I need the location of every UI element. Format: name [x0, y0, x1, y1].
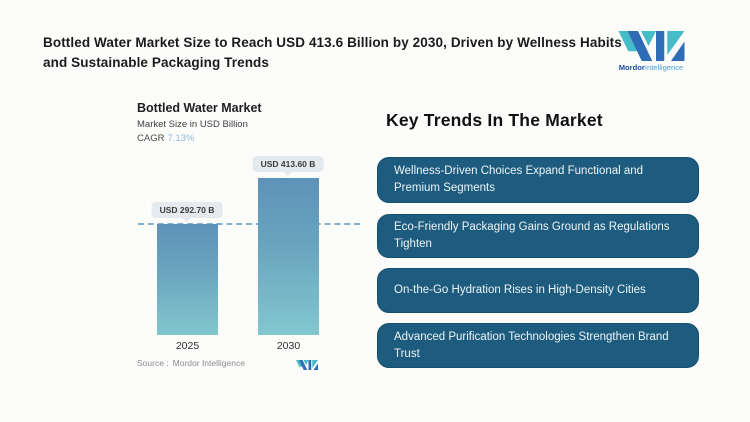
reference-line — [138, 223, 360, 225]
trend-item-wellness: Wellness-Driven Choices Expand Functiona… — [377, 157, 699, 203]
bar-2025 — [157, 224, 218, 335]
chart-title: Bottled Water Market — [137, 101, 262, 115]
trend-item-label: Eco-Friendly Packaging Gains Ground as R… — [394, 221, 670, 250]
bar-2030 — [258, 178, 319, 335]
trend-item-purification: Advanced Purification Technologies Stren… — [377, 323, 699, 368]
trends-heading: Key Trends In The Market — [386, 110, 603, 130]
source-logo-icon — [296, 357, 318, 375]
trend-item-eco-packaging: Eco-Friendly Packaging Gains Ground as R… — [377, 214, 699, 258]
source-note: Source : Mordor Intelligence — [137, 358, 245, 368]
source-label: Source : — [137, 358, 169, 368]
bar-chart: USD 292.70 B USD 413.60 B 2025 2030 — [138, 156, 370, 352]
mordor-intelligence-logo-icon — [618, 31, 684, 61]
value-label-2030: USD 413.60 B — [252, 156, 324, 172]
value-label-2025: USD 292.70 B — [151, 202, 223, 218]
brand-name-bold: Mordor — [618, 63, 645, 72]
brand-name: MordorIntelligence — [615, 63, 687, 72]
cagr-label: CAGR — [137, 133, 165, 144]
chart-cagr: CAGR 7.13% — [137, 133, 194, 144]
trend-item-label: Wellness-Driven Choices Expand Functiona… — [394, 165, 644, 194]
trend-item-label: Advanced Purification Technologies Stren… — [394, 330, 669, 360]
axis-label-2030: 2030 — [276, 340, 301, 352]
source-name: Mordor Intelligence — [172, 358, 245, 368]
brand-logo: MordorIntelligence — [615, 31, 687, 72]
chart-subtitle: Market Size in USD Billion — [137, 119, 248, 130]
cagr-value: 7.13% — [167, 133, 195, 144]
trend-item-label: On-the-Go Hydration Rises in High-Densit… — [394, 284, 646, 297]
brand-name-light: Intelligence — [644, 63, 684, 72]
trend-item-hydration: On-the-Go Hydration Rises in High-Densit… — [377, 268, 699, 313]
axis-label-2025: 2025 — [175, 340, 200, 352]
page-title: Bottled Water Market Size to Reach USD 4… — [43, 35, 622, 70]
